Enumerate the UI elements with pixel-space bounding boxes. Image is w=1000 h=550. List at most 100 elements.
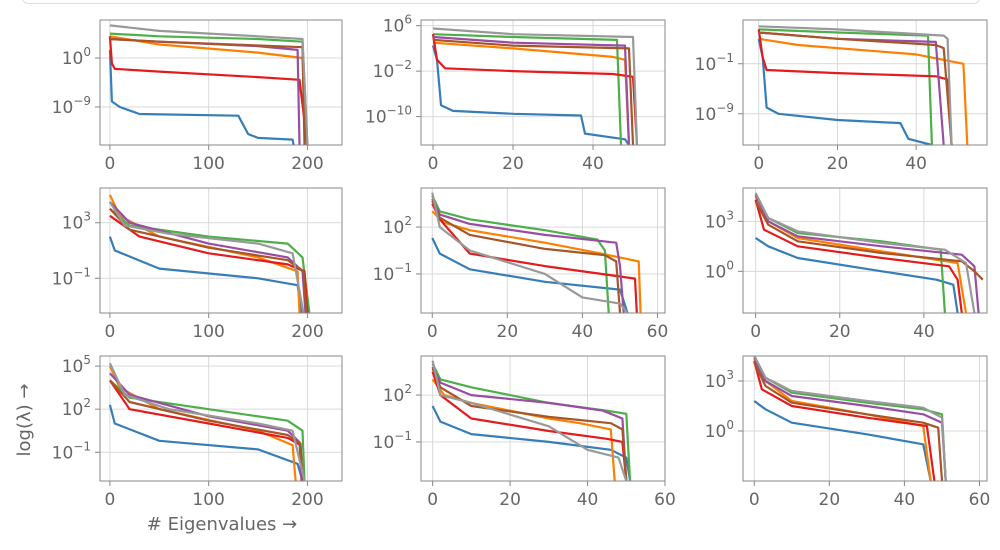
series-line-2 <box>758 37 969 145</box>
series-line-1 <box>431 45 630 145</box>
panel-1: 0 100 200 100 10−9 <box>52 19 343 174</box>
y-tick-label: 10−1 <box>52 439 91 463</box>
x-tick-label: 0 <box>427 322 438 342</box>
series-line-7 <box>431 360 628 481</box>
series-line-7 <box>108 362 306 481</box>
x-tick-label: 100 <box>192 154 224 174</box>
x-tick-label: 40 <box>577 490 599 510</box>
y-axis-label: log(λ) → <box>14 384 35 457</box>
x-tick-label: 20 <box>497 322 519 342</box>
panel-8: 0 20 40 60 102 10−1 <box>373 355 676 510</box>
series-line-4 <box>431 34 639 145</box>
x-tick-label: 100 <box>192 490 224 510</box>
x-tick-label: 20 <box>499 490 521 510</box>
panel-6: 0 20 40 103 100 <box>705 187 988 342</box>
x-axis-label: # Eigenvalues → <box>147 514 297 535</box>
series-line-2 <box>109 35 307 145</box>
x-tick-label: 0 <box>750 322 761 342</box>
series-group <box>431 27 639 145</box>
x-tick-label: 0 <box>753 154 764 174</box>
series-group <box>757 25 969 145</box>
x-tick-label: 60 <box>969 490 991 510</box>
plot-frame <box>742 355 988 482</box>
series-line-5 <box>432 35 631 145</box>
series-line-6 <box>754 200 984 281</box>
y-tick-label: 105 <box>62 353 91 377</box>
x-tick-label: 40 <box>894 490 916 510</box>
plot-frame <box>99 19 343 146</box>
series-line-1 <box>108 404 304 481</box>
y-tick-label: 103 <box>705 368 734 392</box>
series-line-7 <box>108 201 305 313</box>
series-line-4 <box>431 203 638 313</box>
series-line-7 <box>432 27 639 145</box>
y-tick-label: 10−2 <box>373 58 412 82</box>
x-tick-label: 100 <box>192 322 224 342</box>
series-line-4 <box>753 360 936 481</box>
x-tick-label: 20 <box>829 322 851 342</box>
series-line-7 <box>109 24 309 145</box>
y-tick-label: 102 <box>62 396 91 420</box>
y-tick-label: 102 <box>383 382 412 406</box>
plot-frame <box>420 19 666 146</box>
panel-3: 0 20 40 10−1 10−9 <box>695 19 988 174</box>
series-line-2 <box>108 365 297 481</box>
x-tick-label: 20 <box>819 490 841 510</box>
series-line-1 <box>108 49 295 145</box>
series-line-6 <box>431 368 628 481</box>
series-line-3 <box>109 379 306 481</box>
series-line-6 <box>432 38 635 145</box>
y-tick-label: 10−9 <box>695 101 734 125</box>
panel-9: 0 20 40 60 103 100 <box>705 355 991 510</box>
y-tick-label: 103 <box>705 208 734 232</box>
y-tick-label: 106 <box>383 13 412 37</box>
series-line-4 <box>108 379 304 481</box>
series-line-6 <box>109 37 306 145</box>
series-line-1 <box>431 237 629 313</box>
y-tick-label: 10−1 <box>52 265 91 289</box>
x-tick-label: 20 <box>502 154 524 174</box>
plot-frame <box>420 187 666 314</box>
plot-frame <box>742 187 988 314</box>
series-line-6 <box>109 379 304 481</box>
series-line-7 <box>758 25 953 145</box>
series-line-1 <box>431 405 632 481</box>
series-group <box>431 192 642 313</box>
series-line-1 <box>757 38 933 145</box>
panel-4: 0 100 200 103 10−1 <box>52 187 343 342</box>
x-tick-label: 200 <box>291 490 323 510</box>
y-tick-label: 102 <box>383 214 412 238</box>
series-line-2 <box>432 41 631 145</box>
plot-frame <box>742 19 988 146</box>
plot-frame <box>99 187 343 314</box>
series-line-5 <box>754 194 980 313</box>
series-group <box>108 194 311 313</box>
series-line-4 <box>108 36 309 145</box>
series-line-7 <box>753 356 947 481</box>
y-tick-label: 100 <box>705 418 734 442</box>
series-line-6 <box>753 362 944 481</box>
x-tick-label: 0 <box>104 490 115 510</box>
panel-2: 0 20 40 106 10−2 10−10 <box>365 13 666 174</box>
series-group <box>108 362 306 481</box>
y-tick-label: 10−1 <box>373 429 412 453</box>
x-tick-label: 40 <box>582 154 604 174</box>
y-tick-label: 10−10 <box>365 104 412 128</box>
x-tick-label: 200 <box>291 154 323 174</box>
series-line-7 <box>754 192 976 313</box>
series-line-5 <box>431 198 625 313</box>
y-tick-label: 10−9 <box>52 94 91 118</box>
x-tick-label: 60 <box>654 490 676 510</box>
x-tick-label: 0 <box>428 154 439 174</box>
y-tick-label: 100 <box>705 258 734 282</box>
series-line-7 <box>431 192 629 313</box>
series-line-1 <box>754 237 959 313</box>
series-line-4 <box>754 199 963 313</box>
series-line-3 <box>431 195 610 313</box>
series-group <box>754 192 984 313</box>
panel-7: 0 100 200 105 102 10−1 <box>52 353 343 510</box>
plot-frame <box>420 355 666 482</box>
x-tick-label: 0 <box>104 154 115 174</box>
x-tick-label: 60 <box>647 322 669 342</box>
